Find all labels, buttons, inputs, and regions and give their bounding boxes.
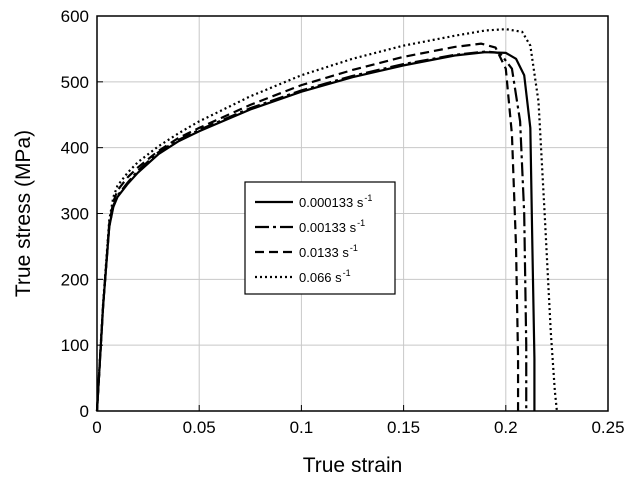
legend-label-superscript: -1 [343, 268, 351, 278]
x-tick-label: 0.2 [494, 418, 518, 437]
legend-label-2: 0.00133 s [299, 220, 357, 235]
legend-label-superscript: -1 [350, 243, 358, 253]
legend-label-4: 0.066 s [299, 270, 342, 285]
y-tick-label: 100 [61, 336, 89, 355]
y-tick-label: 400 [61, 139, 89, 158]
y-tick-label: 500 [61, 73, 89, 92]
series-line-2 [95, 50, 528, 412]
legend-label-superscript: -1 [357, 218, 365, 228]
y-tick-label: 200 [61, 270, 89, 289]
series-line-4 [95, 28, 558, 412]
y-axis-title: True stress (MPa) [12, 130, 35, 297]
x-tick-label: 0 [92, 418, 101, 437]
legend-label-1: 0.000133 s [299, 195, 364, 210]
y-tick-label: 300 [61, 205, 89, 224]
legend-label-3: 0.0133 s [299, 245, 349, 260]
axis-ticks: 0 0.05 0.1 0.15 0.2 0.25 0 100 200 300 400 500 600 [61, 7, 625, 437]
series-lines [95, 28, 558, 412]
x-tick-label: 0.25 [591, 418, 624, 437]
legend-label-superscript: -1 [364, 193, 372, 203]
x-axis-title: True strain [303, 454, 403, 477]
legend: 0.000133 s -10.00133 s -10.0133 s -10.066 s… [244, 181, 396, 295]
x-tick-label: 0.1 [290, 418, 314, 437]
x-tick-label: 0.15 [387, 418, 420, 437]
y-tick-label: 0 [80, 402, 89, 421]
series-line-3 [95, 42, 520, 412]
legend-box [244, 181, 396, 295]
y-tick-label: 600 [61, 7, 89, 26]
x-tick-label: 0.05 [183, 418, 216, 437]
